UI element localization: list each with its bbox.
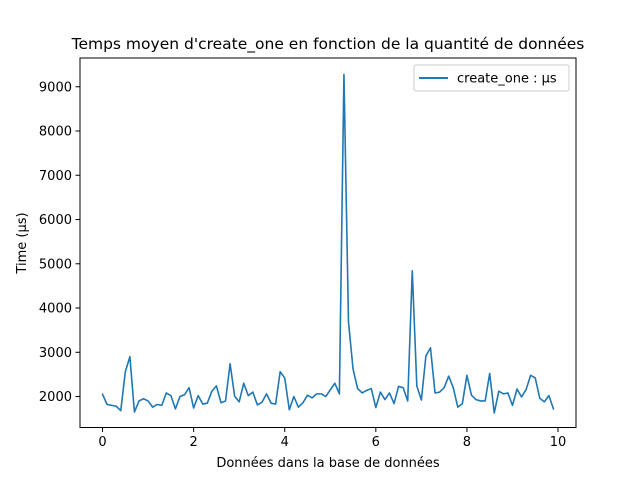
legend-label: create_one : µs	[457, 72, 557, 87]
x-tick-label: 2	[189, 435, 197, 450]
x-tick-label: 6	[372, 435, 380, 450]
y-tick-label: 9000	[39, 80, 72, 95]
y-axis: 2000 3000 4000 5000 6000 7000 8000 9000	[39, 80, 80, 405]
y-axis-label: Time (µs)	[15, 212, 30, 274]
y-tick-label: 5000	[39, 257, 72, 272]
y-tick-label: 7000	[39, 169, 72, 184]
chart-title: Temps moyen d'create_one en fonction de …	[71, 35, 585, 54]
plot-area	[79, 57, 577, 428]
x-axis-label: Données dans la base de données	[216, 456, 440, 471]
plot-frame	[79, 57, 577, 428]
y-tick-label: 8000	[39, 125, 72, 140]
x-axis: 0 2 4 6 8 10	[98, 427, 567, 450]
y-tick-label: 4000	[39, 302, 72, 317]
y-tick-label: 6000	[39, 213, 72, 228]
y-tick-label: 2000	[39, 390, 72, 405]
legend: create_one : µs	[413, 64, 570, 92]
series-line	[101, 73, 555, 414]
y-tick-label: 3000	[39, 346, 72, 361]
legend-box	[413, 64, 570, 92]
series-layer	[101, 73, 555, 414]
x-tick-label: 8	[463, 435, 471, 450]
x-tick-label: 10	[550, 435, 567, 450]
x-tick-label: 4	[281, 435, 289, 450]
x-tick-label: 0	[98, 435, 106, 450]
